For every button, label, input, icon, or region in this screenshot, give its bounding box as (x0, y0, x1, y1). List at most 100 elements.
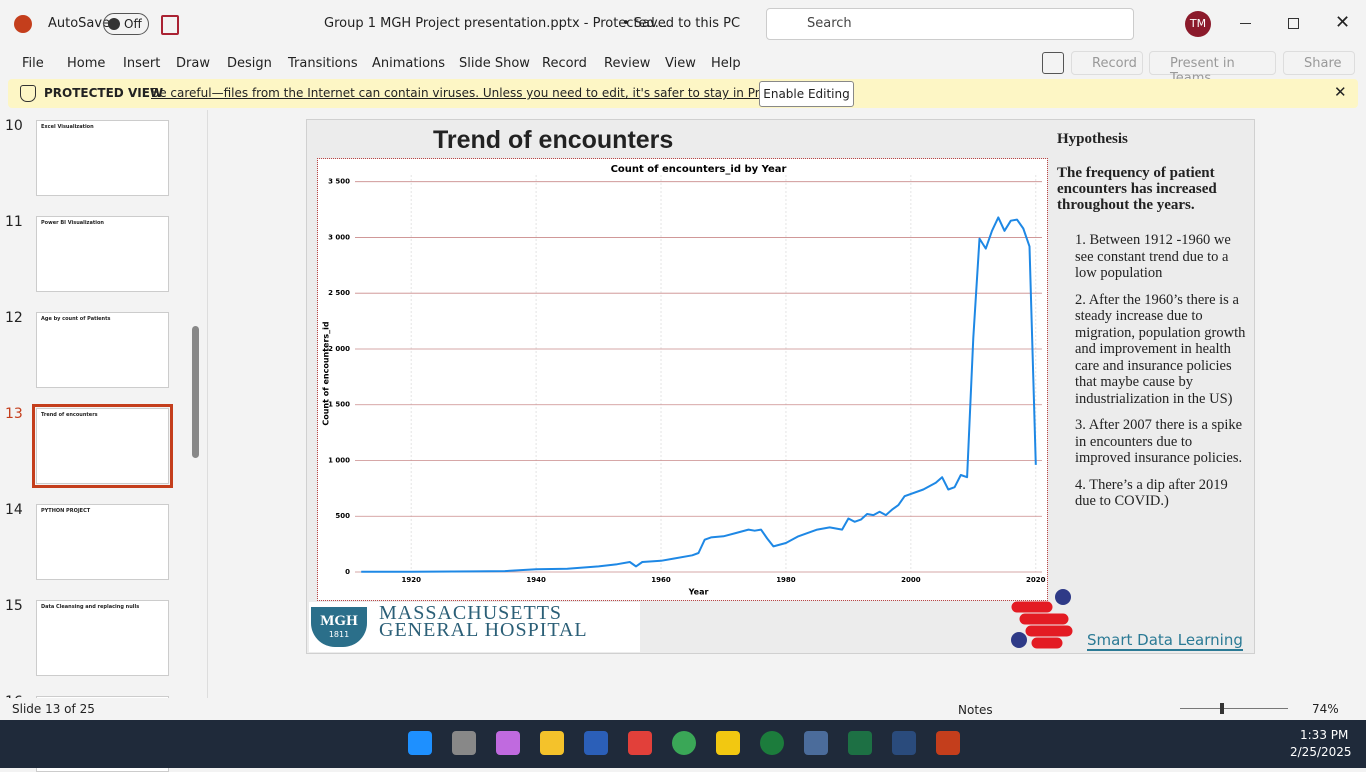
minimize[interactable] (1240, 23, 1251, 24)
ribbon-tab[interactable]: Record (542, 56, 587, 71)
app[interactable] (760, 731, 784, 755)
ribbon-tab[interactable]: Design (227, 56, 272, 71)
clock-time: 1:33 PM (1300, 728, 1349, 742)
status-bar: Slide 13 of 25 Notes 74% (0, 698, 1366, 720)
x-tick-label: 1980 (776, 576, 796, 584)
sdl-text: Smart Data Learning (1087, 631, 1243, 651)
thumbnail-title: Data Cleansing and replacing nulls (41, 604, 140, 610)
thumbnail-title: Trend of encounters (41, 412, 98, 418)
sdl-strokes (1011, 601, 1073, 649)
title-bar: AutoSave Off Group 1 MGH Project present… (0, 0, 1366, 48)
hypothesis-point: 4. There’s a dip after 2019 due to COVID… (1075, 476, 1228, 510)
scrollbar-thumb[interactable] (192, 326, 199, 458)
ribbon-tab[interactable]: Animations (372, 56, 446, 71)
clock-date: 2/25/2025 (1290, 745, 1352, 759)
protected-view-bar: PROTECTED VIEW Be careful—files from the… (8, 79, 1358, 108)
x-tick-label: 1940 (526, 576, 546, 584)
y-tick-label: 3 000 (328, 233, 350, 241)
thumbnail-title: PYTHON PROJECT (41, 508, 91, 514)
thumbnail-pane: 10 Excel Visualization 11 Power BI Visualiz… (0, 110, 207, 772)
ribbon-tab[interactable]: Home (67, 56, 106, 71)
x-axis-label: Year (688, 588, 709, 597)
chart: Count of encounters_id by Year Year Count … (317, 158, 1048, 601)
record-label: Record (1092, 56, 1137, 71)
hypothesis-points: 1. Between 1912 -1960 we see constant tr… (1075, 232, 1250, 520)
app[interactable] (804, 731, 828, 755)
protected-label: PROTECTED VIEW (44, 86, 164, 100)
slide-number: 12 (5, 310, 23, 326)
x-tick-label: 1920 (401, 576, 421, 584)
y-tick-label: 2 500 (328, 289, 350, 297)
mgh-year: 1811 (328, 630, 350, 639)
chrome[interactable] (672, 731, 696, 755)
mgh-name: MASSACHUSETTS GENERAL HOSPITAL (379, 602, 588, 641)
ribbon-tab[interactable]: Help (711, 56, 741, 71)
copilot[interactable] (496, 731, 520, 755)
enable-editing-button[interactable]: Enable Editing (759, 81, 854, 107)
ribbon-tab[interactable]: Review (604, 56, 651, 71)
file-name: Group 1 MGH Project presentation.pptx - … (324, 16, 668, 31)
y-axis-label: Count of encounters_id (322, 321, 331, 426)
slide-thumbnail[interactable]: Excel Visualization (36, 120, 169, 196)
zoom-slider[interactable] (1180, 708, 1288, 709)
slide-thumbnail[interactable]: Trend of encounters (32, 404, 173, 488)
maximize[interactable] (1288, 18, 1299, 29)
autosave-toggle[interactable]: Off (103, 13, 149, 35)
user-avatar[interactable]: TM (1185, 11, 1211, 37)
zoom-knob[interactable] (1220, 703, 1224, 714)
shield-icon (20, 85, 36, 102)
task-view[interactable] (452, 731, 476, 755)
y-tick-label: 1 500 (328, 401, 350, 409)
y-tick-label: 2 000 (328, 345, 350, 353)
slide-thumbnail[interactable]: Data Cleansing and replacing nulls (36, 600, 169, 676)
app[interactable] (892, 731, 916, 755)
record-button[interactable]: Record (1071, 51, 1143, 75)
slide-number: 14 (5, 502, 23, 518)
slide-number: 11 (5, 214, 23, 230)
start-button[interactable] (408, 731, 432, 755)
hypothesis-heading: Hypothesis (1057, 131, 1128, 147)
ribbon-tab[interactable]: Slide Show (459, 56, 530, 71)
y-tick-label: 1 000 (328, 456, 350, 464)
protected-message[interactable]: Be careful—files from the Internet can c… (151, 86, 841, 100)
ribbon-tab[interactable]: Draw (176, 56, 210, 71)
close-bar[interactable]: ✕ (1334, 83, 1347, 101)
share-button[interactable]: Share (1283, 51, 1355, 75)
thumbnail-title: Power BI Visualization (41, 220, 104, 226)
mgh-logo: MGH 1811 MASSACHUSETTS GENERAL HOSPITAL (309, 602, 640, 652)
ribbon-tab[interactable]: Transitions (288, 56, 358, 71)
slide-title: Trend of encounters (433, 126, 674, 154)
toggle-label: Off (124, 17, 142, 31)
sdl-icon (1011, 589, 1073, 649)
excel[interactable] (848, 731, 872, 755)
toggle-knob (108, 18, 120, 30)
search-box[interactable]: Search (766, 8, 1134, 40)
slide-number: 13 (5, 406, 23, 422)
ribbon-tab[interactable]: File (22, 56, 44, 71)
hypothesis-point: 3. After 2007 there is a spike in encoun… (1075, 417, 1243, 466)
slide-thumbnail[interactable]: Age by count of Patients (36, 312, 169, 388)
ribbon-tabs: Record Present in Teams Share File Home In… (0, 48, 1366, 86)
slide-thumbnail[interactable]: PYTHON PROJECT (36, 504, 169, 580)
thumbnail-title: Excel Visualization (41, 124, 94, 130)
save-icon[interactable] (161, 15, 179, 35)
dot (1055, 589, 1071, 605)
zoom-level[interactable]: 74% (1312, 702, 1339, 716)
comments-button[interactable] (1042, 52, 1064, 74)
app[interactable] (628, 731, 652, 755)
mgh-line2: GENERAL HOSPITAL (379, 619, 588, 641)
power-bi[interactable] (716, 731, 740, 755)
ribbon-tab[interactable]: View (665, 56, 696, 71)
notes-button[interactable]: Notes (958, 703, 993, 717)
close[interactable]: ✕ (1335, 12, 1351, 33)
powerpoint[interactable] (936, 731, 960, 755)
ribbon-tab[interactable]: Insert (123, 56, 161, 71)
slide-thumbnail[interactable]: Power BI Visualization (36, 216, 169, 292)
word[interactable] (584, 731, 608, 755)
present-button[interactable]: Present in Teams (1149, 51, 1276, 86)
mgh-line1: MASSACHUSETTS (379, 602, 563, 624)
explorer[interactable] (540, 731, 564, 755)
y-tick-label: 500 (335, 512, 350, 520)
